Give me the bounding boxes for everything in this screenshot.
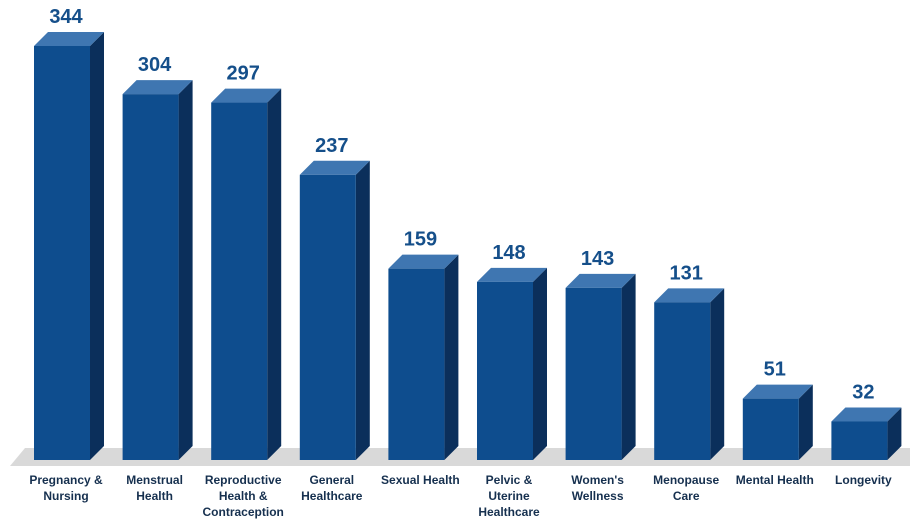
value-label: 304 [138, 54, 172, 76]
category-label-line: Menopause [653, 473, 720, 487]
bar-front [122, 94, 179, 461]
category-label-line: Nursing [43, 489, 89, 503]
bar [122, 80, 193, 461]
bar-side [355, 160, 370, 460]
category-label-line: Care [672, 489, 700, 503]
bar-side [90, 32, 104, 460]
category-label: Longevity [813, 472, 911, 488]
category-label-line: Pelvic & [485, 473, 533, 487]
category-label: Pregnancy & Nursing [16, 472, 116, 504]
bar-front [211, 102, 268, 460]
category-label: General Healthcare [282, 472, 382, 504]
bar [34, 32, 104, 460]
bar-front [565, 287, 622, 460]
category-label: Menstrual Health [105, 472, 205, 504]
bar [831, 407, 902, 460]
value-label: 344 [49, 6, 83, 28]
value-label: 159 [404, 229, 437, 251]
category-label-line: Uterine [488, 489, 530, 503]
bar [477, 267, 547, 460]
bar [299, 160, 370, 460]
category-label: Pelvic & Uterine Healthcare [459, 472, 559, 520]
value-label: 143 [581, 248, 614, 270]
bar-side [533, 267, 547, 460]
bar-side [798, 384, 813, 460]
value-label: 297 [227, 63, 260, 85]
bar [211, 88, 282, 460]
bar-front [388, 268, 445, 460]
category-label-line: Women's [571, 473, 624, 487]
bar-side [267, 88, 282, 460]
bar-side [887, 407, 902, 460]
bar [388, 254, 459, 460]
bar-top [654, 288, 725, 303]
bar [654, 288, 725, 460]
category-label-line: Health & [218, 489, 268, 503]
bar-top [34, 32, 104, 46]
bar-top [299, 160, 370, 175]
value-label: 32 [852, 381, 874, 403]
value-label: 148 [492, 242, 525, 264]
category-label-line: Healthcare [301, 489, 363, 503]
category-label: Sexual Health [370, 472, 470, 488]
bar-top [831, 407, 902, 422]
bar [565, 273, 636, 460]
bar-top [211, 88, 282, 103]
bar-front [477, 281, 533, 460]
category-label: Mental Health [725, 472, 825, 488]
bar-front [742, 398, 799, 460]
category-label-line: Mental Health [735, 473, 814, 487]
category-label: Reproductive Health & Contraception [193, 472, 293, 520]
bar-top [742, 384, 813, 399]
bar-front [299, 174, 356, 460]
category-label-line: Reproductive [204, 473, 282, 487]
category-label-line: Contraception [202, 505, 284, 519]
value-label: 51 [764, 359, 786, 381]
category-label-line: Pregnancy & [29, 473, 103, 487]
category-label-line: Menstrual [126, 473, 183, 487]
category-label: Women's Wellness [548, 472, 648, 504]
bar-top [477, 267, 547, 282]
category-label: Menopause Care [636, 472, 736, 504]
bar-side [621, 273, 636, 460]
bar-front [34, 46, 90, 460]
bar-side [178, 80, 193, 461]
category-label-line: General [309, 473, 355, 487]
category-label-line: Longevity [835, 473, 892, 487]
category-label-line: Health [136, 489, 173, 503]
bar-top [388, 254, 459, 269]
bar-front [831, 421, 888, 460]
value-label: 237 [315, 135, 348, 157]
category-label-line: Sexual Health [381, 473, 460, 487]
value-label: 131 [670, 262, 703, 284]
bar-top [122, 80, 193, 95]
bar-front [654, 302, 711, 460]
bar-side [710, 288, 725, 460]
bar-side [444, 254, 459, 460]
bar [742, 384, 813, 460]
category-label-line: Wellness [571, 489, 624, 503]
category-label-line: Healthcare [478, 505, 540, 519]
bar-top [565, 273, 636, 288]
